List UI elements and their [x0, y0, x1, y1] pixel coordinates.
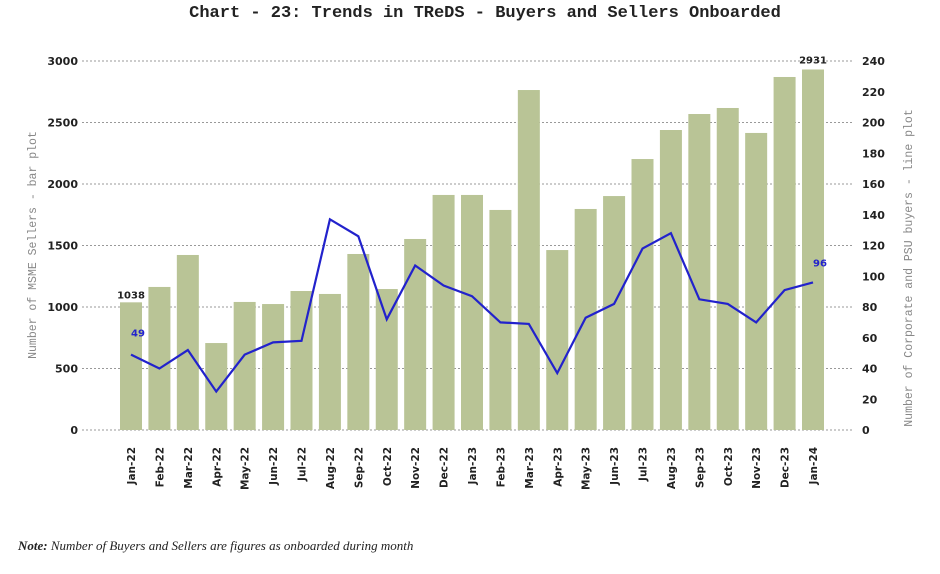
y-left-tick-label: 1000: [47, 301, 78, 314]
bar: [773, 76, 796, 431]
x-tick-label: Nov-22: [410, 447, 422, 489]
x-tick-label: May-23: [581, 447, 593, 490]
x-tick-label: Apr-23: [552, 447, 564, 487]
y-right-tick-label: 80: [862, 301, 878, 314]
bar: [517, 90, 540, 430]
x-tick-label: Sep-23: [694, 447, 706, 488]
y-right-tick-label: 140: [862, 209, 885, 222]
bar: [659, 130, 682, 431]
y-left-tick-label: 1500: [47, 240, 78, 253]
x-tick-label: Aug-22: [325, 447, 337, 489]
x-tick-label: Nov-23: [751, 447, 763, 489]
y-left-tick-label: 0: [70, 424, 78, 437]
y-right-tick-label: 0: [862, 424, 870, 437]
bar: [461, 194, 483, 430]
y-left-axis-label: Number of MSME Sellers - bar plot: [27, 131, 40, 359]
y-right-tick-label: 180: [862, 147, 885, 160]
chart: 0 500 1000 1500 2000 2500 3000 0 20 40 60 80 100 120 1…: [27, 55, 916, 490]
bar: [375, 289, 398, 430]
chart-title: Chart - 23: Trends in TReDS - Buyers and…: [189, 4, 781, 23]
bar: [262, 304, 285, 430]
bar: [205, 343, 228, 430]
line-data-label: 96: [813, 258, 827, 269]
x-tick-label: Jan-24: [808, 447, 820, 485]
bar: [631, 159, 654, 430]
y-left-tick-label: 500: [55, 363, 78, 376]
x-tick-label: Mar-22: [183, 447, 195, 489]
y-right-axis-label: Number of Corporate and PSU buyers - lin…: [903, 109, 916, 426]
bar: [432, 194, 455, 430]
y-left-tick-label: 2000: [47, 178, 78, 191]
bar: [745, 132, 768, 430]
x-tick-label: Mar-23: [524, 447, 536, 489]
bar: [546, 250, 569, 430]
bar: [688, 114, 711, 430]
bar: [716, 107, 739, 431]
bar: [603, 196, 626, 430]
bar: [318, 293, 341, 430]
bar: [290, 291, 313, 430]
note: Note: Number of Buyers and Sellers are f…: [18, 538, 413, 554]
bar: [176, 254, 199, 430]
x-tick-label: Dec-22: [439, 447, 451, 488]
bar: [233, 301, 256, 430]
x-tick-label: Dec-23: [780, 447, 792, 488]
y-right-tick-label: 240: [862, 55, 885, 68]
bar: [404, 238, 427, 430]
line-data-label: 49: [131, 329, 145, 340]
y-right-tick-label: 60: [862, 332, 878, 345]
bar: [489, 209, 512, 430]
note-label: Note:: [18, 538, 48, 553]
bar: [802, 69, 824, 430]
y-right-tick-label: 160: [862, 178, 885, 191]
bar: [120, 302, 142, 430]
x-tick-label: Feb-23: [495, 447, 507, 487]
y-right-tick-label: 200: [862, 117, 885, 130]
bar-data-label: 2931: [799, 55, 827, 66]
bar-data-label: 1038: [117, 290, 145, 301]
y-right-tick-label: 20: [862, 393, 878, 406]
x-tick-label: Aug-23: [666, 447, 678, 489]
x-tick-label: Jan-23: [467, 447, 479, 485]
y-right-tick-label: 120: [862, 240, 885, 253]
bar: [148, 286, 171, 430]
x-tick-label: Feb-22: [154, 447, 166, 487]
x-tick-label: May-22: [240, 447, 252, 490]
bar: [347, 253, 370, 430]
x-tick-label: Sep-22: [353, 447, 365, 488]
x-tick-label: Apr-22: [211, 447, 223, 487]
y-right-tick-label: 40: [862, 363, 878, 376]
y-right-tick-label: 100: [862, 270, 885, 283]
x-tick-label: Jun-22: [268, 447, 280, 486]
note-text: Number of Buyers and Sellers are figures…: [47, 538, 414, 553]
x-tick-label: Jul-22: [297, 447, 309, 482]
x-tick-label: Oct-23: [723, 447, 735, 486]
x-tick-label: Jan-22: [126, 447, 138, 485]
y-left-tick-label: 2500: [47, 117, 78, 130]
x-tick-label: Jul-23: [638, 447, 650, 482]
x-tick-label: Oct-22: [382, 447, 394, 486]
y-left-tick-label: 3000: [47, 55, 78, 68]
x-tick-label: Jun-23: [609, 447, 621, 486]
y-right-tick-label: 220: [862, 86, 885, 99]
